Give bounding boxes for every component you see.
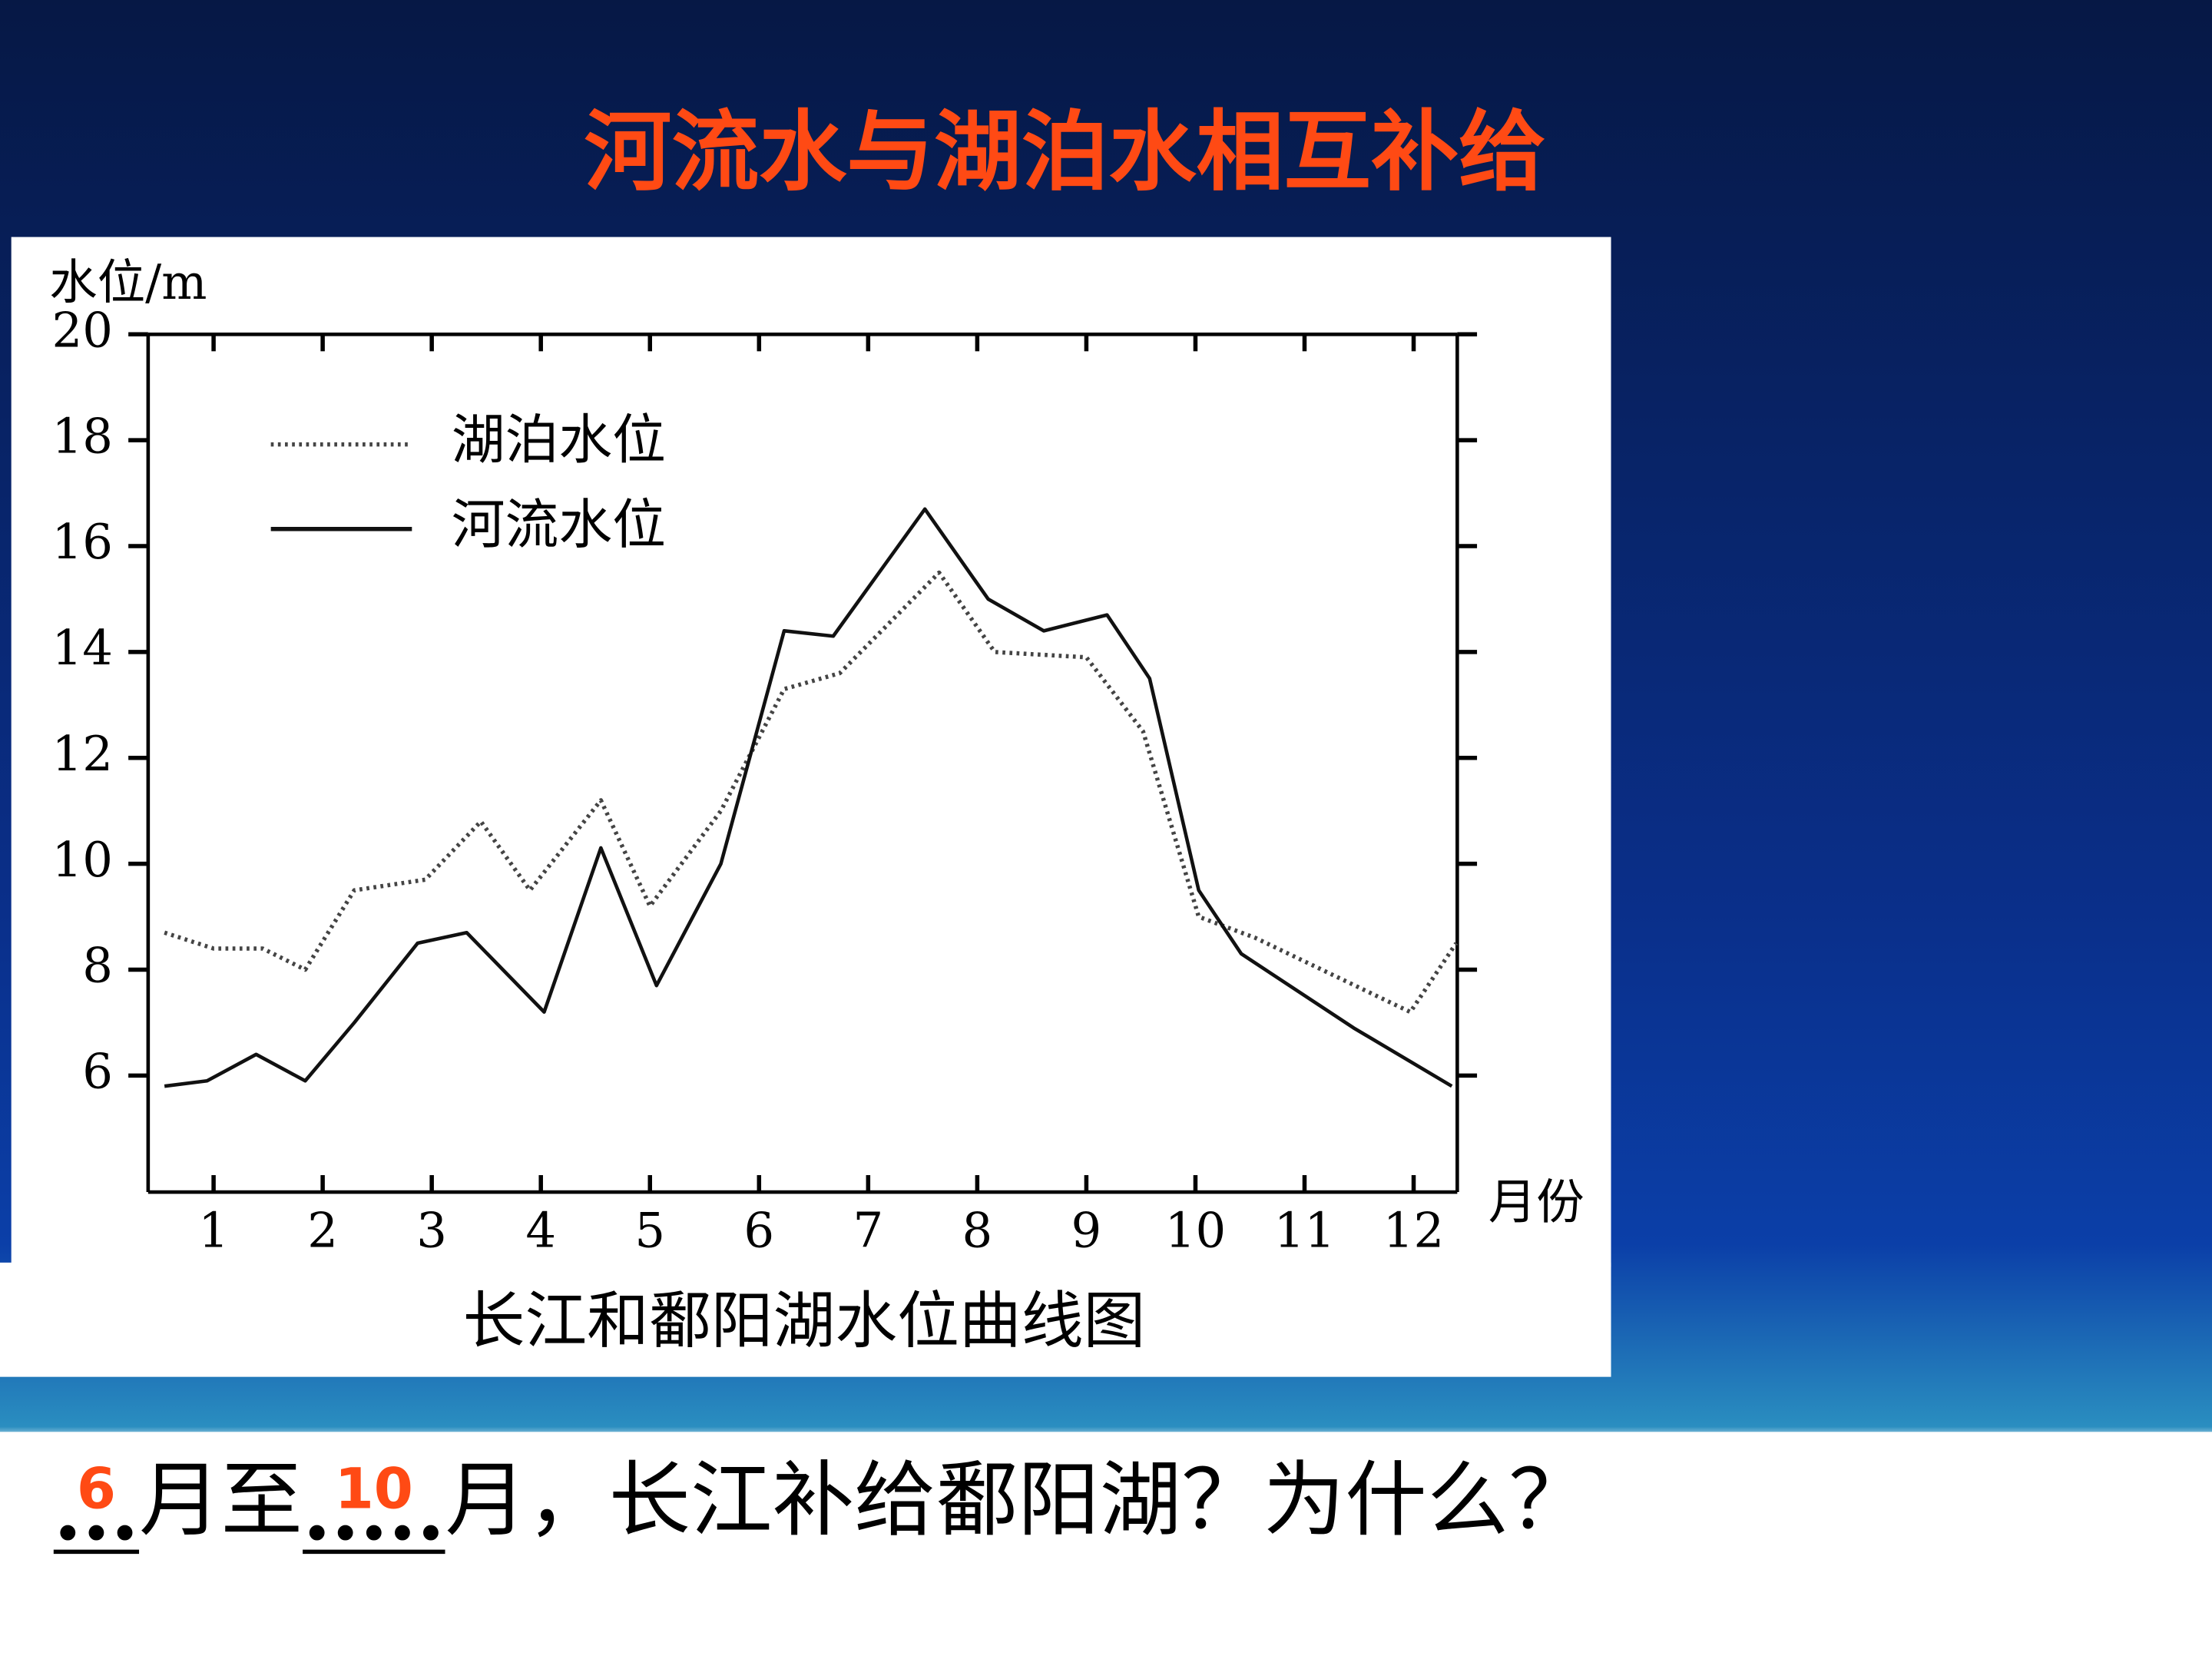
- question-text: 月至: [139, 1452, 303, 1548]
- y-tick-label: 6: [82, 1043, 113, 1099]
- x-tick-label: 3: [416, 1202, 447, 1258]
- x-tick-label: 9: [1071, 1202, 1102, 1258]
- x-tick-label: 10: [1165, 1202, 1226, 1258]
- blank-dots: .....: [303, 1463, 445, 1559]
- x-tick-label: 6: [743, 1202, 774, 1258]
- x-tick-label: 11: [1274, 1202, 1335, 1258]
- blank-answer: 10: [335, 1456, 413, 1522]
- y-tick-label: 20: [51, 302, 112, 358]
- y-tick-label: 10: [51, 832, 112, 888]
- chart-caption: 长江和鄱阳湖水位曲线图: [463, 1286, 1146, 1358]
- bottom-band: [0, 1432, 2212, 1659]
- slide-title: 河流水与湖泊水相互补给: [584, 101, 1546, 203]
- x-tick-label: 5: [634, 1202, 665, 1258]
- x-tick-label: 4: [525, 1202, 556, 1258]
- blank-dots: ...: [54, 1463, 139, 1559]
- x-tick-label: 2: [307, 1202, 338, 1258]
- x-tick-label: 12: [1383, 1202, 1444, 1258]
- y-axis-label: 水位/m: [49, 254, 207, 310]
- chart-panel-bottom: [0, 1262, 1611, 1377]
- chart-panel: [11, 237, 1611, 1267]
- question: ...6 月至 .....10 月，长江补给鄱阳湖？为什么？: [54, 1452, 1591, 1559]
- legend-label: 河流水位: [452, 494, 666, 556]
- y-tick-label: 8: [82, 938, 113, 994]
- x-tick-label: 1: [198, 1202, 229, 1258]
- question-text: 月，长江补给鄱阳湖？为什么？: [445, 1452, 1591, 1548]
- legend-label: 湖泊水位: [452, 409, 666, 472]
- x-axis-label: 月份: [1488, 1174, 1584, 1230]
- blank-answer: 6: [77, 1456, 116, 1522]
- x-tick-label: 8: [962, 1202, 993, 1258]
- y-tick-label: 14: [51, 620, 112, 676]
- y-tick-label: 12: [51, 726, 112, 782]
- y-tick-label: 18: [51, 408, 112, 464]
- y-tick-label: 16: [51, 514, 112, 570]
- x-tick-label: 7: [853, 1202, 883, 1258]
- series-line: [164, 507, 1453, 1088]
